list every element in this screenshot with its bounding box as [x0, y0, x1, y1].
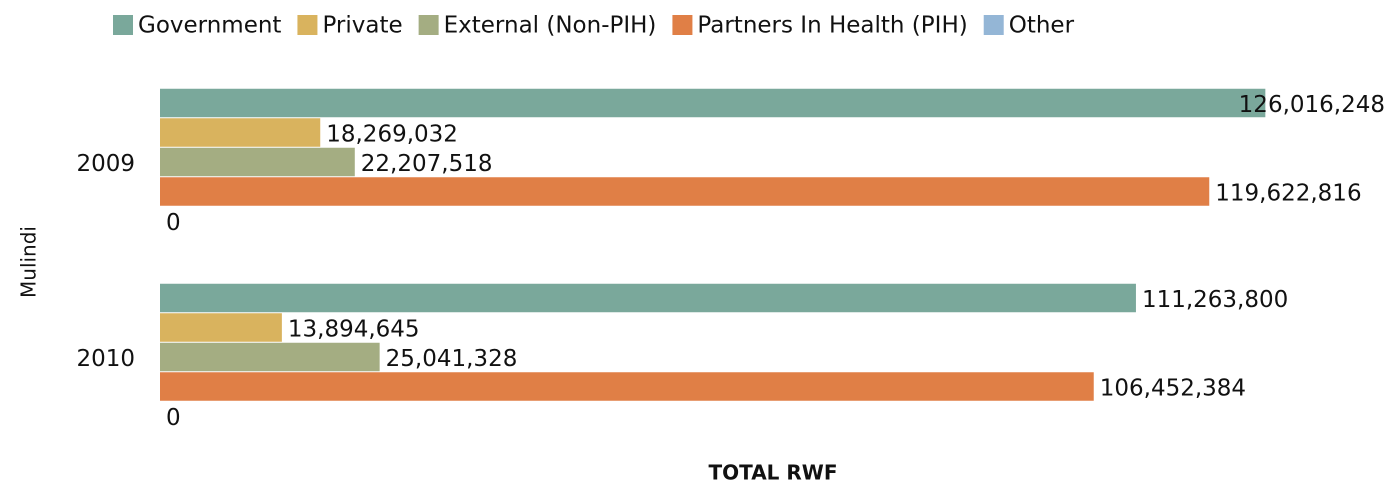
bar — [160, 118, 321, 147]
y-axis-title: Mulindi — [17, 226, 41, 298]
bar — [160, 342, 380, 372]
bar — [160, 372, 1094, 401]
legend-swatch — [297, 15, 318, 35]
y-tick-label: 2010 — [76, 346, 135, 372]
legend-label: Private — [322, 13, 402, 39]
data-label: 22,207,518 — [361, 151, 493, 177]
data-label: 0 — [166, 405, 181, 431]
legend-label: Other — [1009, 13, 1075, 39]
data-label: 0 — [166, 210, 181, 236]
y-tick-label: 2009 — [76, 151, 135, 177]
data-label: 18,269,032 — [326, 122, 458, 148]
data-label: 13,894,645 — [288, 317, 420, 343]
bar — [160, 313, 282, 342]
data-label: 126,016,248 — [1239, 92, 1385, 118]
legend-swatch — [672, 15, 693, 35]
legend-label: Partners In Health (PIH) — [697, 13, 967, 39]
legend-swatch — [983, 15, 1004, 35]
bar — [160, 88, 1266, 118]
data-label: 106,452,384 — [1100, 376, 1246, 402]
bar — [160, 147, 355, 177]
x-axis-title: TOTAL RWF — [708, 461, 837, 485]
legend-label: Government — [138, 13, 281, 39]
bar — [160, 177, 1210, 206]
legend-swatch — [113, 15, 133, 35]
legend-label: External (Non-PIH) — [444, 13, 657, 39]
bar — [160, 283, 1136, 313]
data-label: 119,622,816 — [1215, 181, 1361, 207]
data-label: 111,263,800 — [1142, 287, 1288, 313]
legend-swatch — [418, 15, 439, 35]
data-label: 25,041,328 — [386, 346, 518, 372]
